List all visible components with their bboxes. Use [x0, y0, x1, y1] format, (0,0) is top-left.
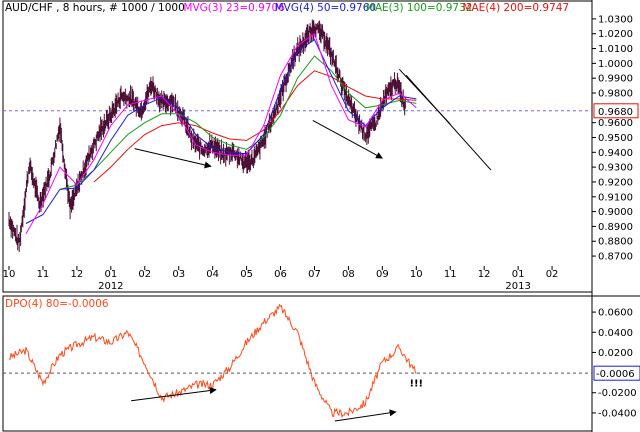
osc-current-label: -0.0006: [596, 369, 635, 380]
x-tick-label: 01: [512, 269, 525, 280]
x-tick-label: 04: [206, 269, 219, 280]
price-y-tick-label: 0.9000: [598, 207, 633, 218]
osc-current-box: [593, 365, 640, 381]
osc-annotation: !!!: [409, 379, 423, 390]
x-tick-label: 02: [138, 269, 151, 280]
x-tick-label: 09: [376, 269, 389, 280]
x-tick-label: 06: [274, 269, 287, 280]
price-y-tick-label: 0.8700: [598, 252, 633, 263]
x-tick-label: 10: [410, 269, 423, 280]
price-y-tick-label: 1.0000: [598, 59, 633, 70]
osc-trendline: [334, 409, 397, 422]
price-y-tick-label: 0.8800: [598, 237, 633, 248]
x-tick-label: 11: [37, 269, 50, 280]
x-tick-label: 01: [104, 269, 117, 280]
price-trendline: [312, 119, 383, 159]
price-y-tick-label: 0.9100: [598, 192, 633, 203]
price-trendline: [405, 74, 492, 171]
price-y-tick-label: 0.9400: [598, 148, 633, 159]
dpo-line: [8, 303, 417, 419]
price-y-tick-label: 0.9800: [598, 89, 633, 100]
price-y-tick-label: 1.0200: [598, 29, 633, 40]
price-y-tick-label: 0.9200: [598, 177, 633, 188]
current-price-box: [593, 103, 639, 119]
osc-trendline: [131, 387, 217, 402]
current-price-label: 0.9680: [598, 107, 633, 118]
oscillator-panel-frame: [2, 295, 593, 432]
x-tick-label: 08: [342, 269, 355, 280]
x-tick-label: 03: [172, 269, 185, 280]
price-y-tick-label: 0.9600: [598, 118, 633, 129]
osc-header-label: DPO(4) 80=-0.0006: [5, 298, 109, 310]
mae200-line: [93, 70, 417, 183]
price-y-tick-label: 0.9900: [598, 74, 633, 85]
price-y-tick-label: 0.9500: [598, 133, 633, 144]
price-trendline: [134, 148, 212, 169]
x-tick-label: 11: [444, 269, 457, 280]
x-tick-label: 05: [240, 269, 253, 280]
legend-mvg23: MVG(3) 23=0.9706: [183, 2, 285, 14]
x-year-label: 2013: [505, 281, 530, 292]
x-tick-label: 12: [478, 269, 491, 280]
legend-mae200: MAE(4) 200=0.9747: [462, 2, 569, 14]
price-y-tick-label: 1.0100: [598, 44, 633, 55]
x-tick-label: 02: [546, 269, 559, 280]
osc-y-tick-label: -0.0200: [598, 388, 637, 399]
x-tick-label: 07: [308, 269, 321, 280]
legend-mae100: MAE(3) 100=0.9732: [366, 2, 473, 14]
mae100-line: [59, 55, 417, 190]
mvg23-line: [25, 32, 417, 235]
x-tick-label: 12: [71, 269, 84, 280]
price-y-tick-label: 1.0300: [598, 14, 633, 25]
x-tick-label: 10: [3, 269, 16, 280]
x-year-label: 2012: [98, 281, 123, 292]
price-y-tick-label: 0.8900: [598, 222, 633, 233]
osc-y-tick-label: 0.0400: [598, 328, 633, 339]
mvg50-line: [25, 38, 417, 224]
osc-y-tick-label: -0.0400: [598, 408, 637, 419]
osc-y-tick-label: 0.0200: [598, 348, 633, 359]
osc-y-tick-label: 0.0600: [598, 308, 633, 319]
legend-mvg50: MVG(4) 50=0.9760: [275, 2, 377, 14]
price-y-tick-label: 0.9300: [598, 163, 633, 174]
price-header-symbol: AUD/CHF , 8 hours, # 1000 / 1000: [5, 2, 185, 14]
